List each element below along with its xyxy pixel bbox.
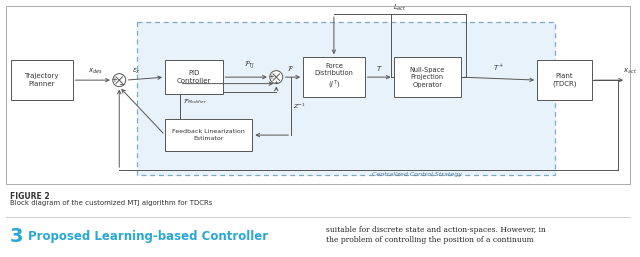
Bar: [394, 57, 461, 97]
Circle shape: [270, 71, 283, 84]
Text: $x_{act}$: $x_{act}$: [623, 67, 637, 76]
Text: Centralized Control Strategy: Centralized Control Strategy: [372, 172, 462, 177]
Bar: [6, 6, 630, 184]
Text: PID
Controller: PID Controller: [177, 70, 211, 84]
Text: $\mathcal{F}$: $\mathcal{F}$: [287, 64, 294, 73]
Text: $Z^{-1}$: $Z^{-1}$: [293, 102, 306, 111]
Text: $T^+$: $T^+$: [493, 63, 505, 73]
Text: Block diagram of the customized MTJ algorithm for TDCRs: Block diagram of the customized MTJ algo…: [10, 200, 212, 206]
Text: +: +: [111, 77, 117, 83]
Bar: [11, 60, 72, 100]
Circle shape: [113, 74, 125, 87]
Text: suitable for discrete state and action-spaces. However, in: suitable for discrete state and action-s…: [326, 226, 546, 234]
Bar: [537, 60, 592, 100]
Text: +: +: [268, 74, 274, 80]
Text: $\mathcal{F}_{TJ}$: $\mathcal{F}_{TJ}$: [244, 60, 255, 71]
Text: $\mathcal{F}_{Modifier}$: $\mathcal{F}_{Modifier}$: [183, 97, 207, 106]
Text: Trajectory
Planner: Trajectory Planner: [24, 74, 59, 87]
Text: $\epsilon_x$: $\epsilon_x$: [132, 67, 141, 76]
Text: 3: 3: [10, 226, 24, 245]
Text: FIGURE 2: FIGURE 2: [10, 192, 49, 201]
Text: $x_{des}$: $x_{des}$: [88, 67, 103, 76]
Text: the problem of controlling the position of a continuum: the problem of controlling the position …: [326, 236, 534, 244]
Text: $L_{act}$: $L_{act}$: [393, 3, 407, 13]
Bar: [165, 60, 223, 94]
Bar: [165, 119, 252, 151]
Text: Force
Distribution
$(J^T)$: Force Distribution $(J^T)$: [314, 63, 353, 91]
Bar: [6, 6, 630, 184]
Bar: [303, 57, 365, 97]
Text: $T$: $T$: [376, 64, 383, 73]
Text: +: +: [274, 80, 279, 85]
Text: −: −: [118, 82, 124, 88]
Text: Proposed Learning-based Controller: Proposed Learning-based Controller: [28, 230, 268, 243]
Text: Plant
(TDCR): Plant (TDCR): [552, 73, 577, 87]
Text: Feedback Linearization
Estimator: Feedback Linearization Estimator: [172, 130, 245, 141]
Text: Null-Space
Projection
Operator: Null-Space Projection Operator: [410, 67, 445, 88]
Bar: [137, 22, 554, 175]
